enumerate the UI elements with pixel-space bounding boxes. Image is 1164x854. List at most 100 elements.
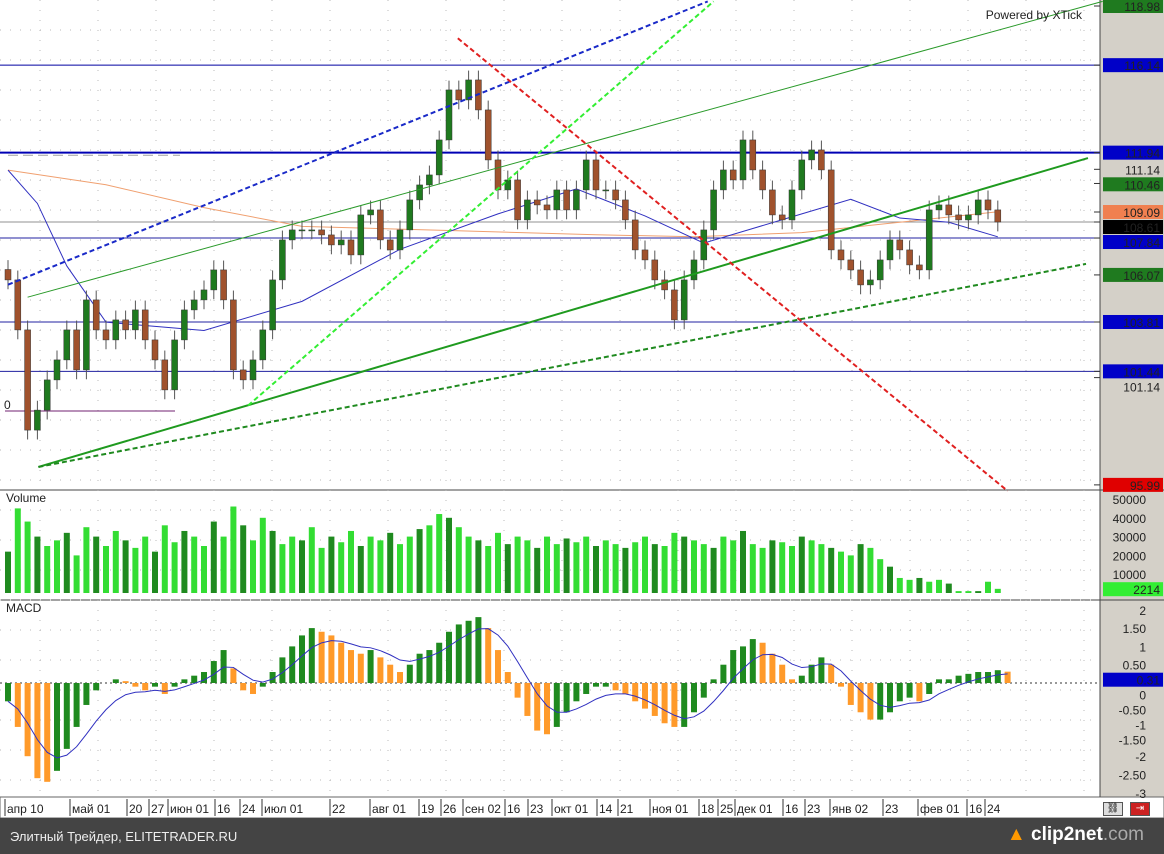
price-label-box <box>1103 177 1163 192</box>
macd-bar <box>171 683 178 687</box>
macd-bar <box>828 664 835 683</box>
candle-body <box>455 89 463 101</box>
macd-bar <box>377 657 384 683</box>
macd-bar <box>926 683 933 694</box>
macd-bar <box>593 683 599 687</box>
candle-body <box>161 359 169 391</box>
candle-body <box>631 219 639 251</box>
link-icon[interactable]: ⛓ <box>1103 802 1123 816</box>
candle-body <box>357 214 365 256</box>
time-label: фев 01 <box>920 802 960 816</box>
macd-bar <box>132 683 139 687</box>
volume-bar <box>387 532 394 593</box>
macd-bar <box>54 683 60 771</box>
macd-bar <box>779 664 786 683</box>
time-label: дек 01 <box>737 802 773 816</box>
macd-bar <box>269 672 276 683</box>
volume-bar <box>406 536 413 593</box>
macd-bar <box>230 668 237 683</box>
candle-body <box>818 149 825 171</box>
time-label: 23 <box>807 802 821 816</box>
macd-title: MACD <box>6 601 42 615</box>
macd-bar <box>201 672 207 683</box>
candle-body <box>92 299 100 331</box>
candle-body <box>4 269 12 281</box>
macd-bar <box>446 631 452 683</box>
macd-tick: -0.50 <box>1119 704 1147 718</box>
volume-bar <box>44 546 51 593</box>
candle-body <box>347 239 355 256</box>
candle-body <box>445 89 453 141</box>
volume-bar <box>985 581 991 593</box>
candle-body <box>955 214 962 221</box>
volume-bar <box>504 544 511 593</box>
candle-body <box>435 139 443 176</box>
candle-body <box>984 199 992 211</box>
candle-body <box>406 199 414 231</box>
macd-bar <box>602 683 609 687</box>
price-label: 111.94 <box>1125 147 1160 161</box>
candle-body <box>641 249 649 261</box>
macd-bar <box>681 683 688 727</box>
macd-bar <box>985 672 991 683</box>
candle-body <box>514 179 521 221</box>
candle-body <box>710 189 717 231</box>
candle-body <box>720 169 727 191</box>
volume-bar <box>171 542 178 593</box>
time-label: ноя 01 <box>652 802 689 816</box>
macd-bar <box>299 635 305 683</box>
price-label-box <box>1103 235 1163 250</box>
volume-bar <box>269 530 276 593</box>
macd-tick: -1 <box>1135 719 1146 733</box>
volume-bar <box>720 536 727 593</box>
volume-bar <box>779 542 786 593</box>
candle-body <box>680 279 688 321</box>
candle-body <box>337 239 345 246</box>
price-label: 106.07 <box>1123 269 1160 283</box>
macd-bar <box>328 635 335 683</box>
time-label: 19 <box>421 802 435 816</box>
volume-bar <box>397 544 403 593</box>
candle-body <box>494 159 502 191</box>
volume-bar <box>593 546 599 593</box>
volume-bar <box>622 547 629 593</box>
volume-bar <box>730 540 737 593</box>
price-label-box <box>1103 267 1163 282</box>
volume-bar <box>318 547 325 593</box>
candle-body <box>916 264 923 271</box>
macd-bar <box>887 683 893 713</box>
macd-bar <box>710 679 717 683</box>
trend-line <box>7 0 709 286</box>
volume-bar <box>681 536 688 593</box>
macd-bar <box>700 683 707 698</box>
volume-bar <box>210 521 217 593</box>
macd-bar <box>367 650 374 683</box>
macd-bar <box>318 631 325 683</box>
time-axis <box>0 796 1164 818</box>
volume-bar <box>661 546 668 593</box>
candle-body <box>524 199 531 221</box>
macd-bar <box>191 675 198 683</box>
macd-bar <box>642 683 648 709</box>
candle-body <box>729 169 737 181</box>
volume-bar <box>994 588 1001 593</box>
macd-bar <box>514 683 521 698</box>
volume-bar <box>436 514 443 593</box>
volume-title: Volume <box>6 491 46 505</box>
macd-bar <box>161 683 168 694</box>
volume-tick: 10000 <box>1113 568 1147 582</box>
time-label: авг 01 <box>372 802 406 816</box>
macd-bar <box>661 683 668 724</box>
macd-bar <box>583 683 590 694</box>
scroll-to-end-icon[interactable]: ⇥ <box>1130 802 1150 816</box>
candle-body <box>63 329 71 361</box>
footer-bar: Элитный Трейдер, ELITETRADER.RU ▲ clip2n… <box>0 818 1164 854</box>
candle-body <box>563 189 570 211</box>
candle-body <box>151 339 159 361</box>
candle-body <box>396 229 404 251</box>
volume-bar <box>161 525 168 593</box>
time-label: 16 <box>217 802 231 816</box>
macd-bar <box>436 642 443 683</box>
macd-bar <box>357 653 364 683</box>
